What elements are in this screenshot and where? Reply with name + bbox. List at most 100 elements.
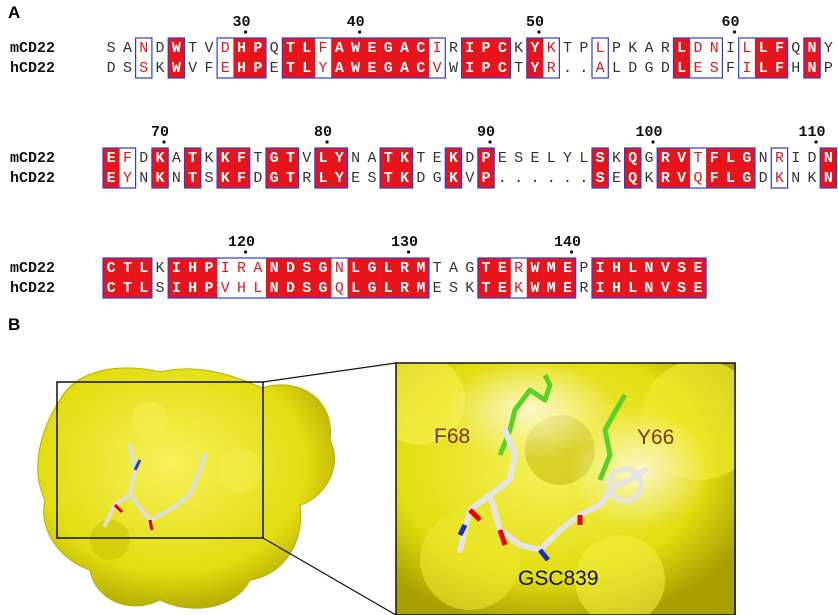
panel-label: B [8, 315, 20, 334]
position-dot [651, 140, 654, 143]
residue: H [188, 260, 197, 277]
residue: C [416, 40, 425, 57]
position-dot [733, 30, 736, 33]
residue: P [253, 60, 262, 77]
residue: W [172, 60, 181, 77]
position-number: 40 [347, 14, 365, 31]
residue: V [677, 170, 686, 187]
residue: . [547, 170, 556, 187]
residue: T [253, 150, 262, 167]
residue: K [645, 170, 654, 187]
residue: T [188, 40, 197, 57]
residue: L [384, 260, 393, 277]
residue: F [726, 60, 735, 77]
position-number: 90 [477, 124, 495, 141]
residue: E [367, 60, 376, 77]
position-dot [358, 30, 361, 33]
residue: R [661, 40, 670, 57]
position-number: 100 [636, 124, 663, 141]
residue: E [433, 150, 442, 167]
residue: . [530, 170, 539, 187]
residue: K [628, 40, 637, 57]
residue-label: F68 [434, 425, 470, 448]
residue: Q [791, 40, 800, 57]
residue: L [384, 280, 393, 297]
residue: D [416, 170, 425, 187]
residue: P [482, 170, 491, 187]
residue: I [433, 40, 442, 57]
residue: N [139, 40, 148, 57]
residue: L [759, 40, 768, 57]
residue: G [384, 40, 393, 57]
residue: S [710, 60, 719, 77]
residue: T [286, 40, 295, 57]
residue: . [514, 170, 523, 187]
residue: S [677, 260, 686, 277]
residue: G [384, 60, 393, 77]
residue: T [482, 260, 491, 277]
residue: N [645, 260, 654, 277]
residue: L [677, 40, 686, 57]
residue: A [367, 150, 376, 167]
sequence-name: mCD22 [10, 40, 55, 57]
residue: N [759, 150, 768, 167]
residue: E [107, 170, 116, 187]
residue: T [433, 260, 442, 277]
residue: A [400, 60, 409, 77]
residue: N [808, 40, 817, 57]
residue: F [204, 60, 213, 77]
residue: H [237, 60, 246, 77]
residue: S [107, 40, 116, 57]
residue: W [351, 40, 360, 57]
residue: R [579, 280, 588, 297]
residue: T [416, 150, 425, 167]
position-number: 60 [722, 14, 740, 31]
residue: N [270, 280, 279, 297]
residue: T [482, 280, 491, 297]
residue: H [188, 280, 197, 297]
residue: I [726, 40, 735, 57]
residue: A [449, 260, 458, 277]
residue: N [791, 170, 800, 187]
residue: Y [335, 150, 344, 167]
residue: T [693, 150, 702, 167]
residue: K [400, 150, 409, 167]
residue: R [400, 260, 409, 277]
residue: V [661, 280, 670, 297]
residue: I [742, 60, 751, 77]
residue: K [221, 150, 230, 167]
residue: K [808, 170, 817, 187]
residue: C [498, 60, 507, 77]
residue: D [808, 150, 817, 167]
protein-surface [38, 368, 335, 608]
residue: N [139, 170, 148, 187]
residue: F [775, 40, 784, 57]
residue: D [759, 170, 768, 187]
residue: P [482, 40, 491, 57]
residue: L [302, 40, 311, 57]
residue: Y [530, 60, 539, 77]
residue: T [123, 260, 132, 277]
residue: N [645, 280, 654, 297]
residue: K [400, 170, 409, 187]
residue: L [612, 60, 621, 77]
position-dot [244, 250, 247, 253]
sequence-name: mCD22 [10, 150, 55, 167]
sequence-name: hCD22 [10, 280, 55, 297]
residue: S [139, 60, 148, 77]
residue: L [726, 170, 735, 187]
residue: R [237, 260, 246, 277]
residue: L [253, 280, 262, 297]
position-number: 30 [233, 14, 251, 31]
residue: K [514, 40, 523, 57]
residue: N [710, 40, 719, 57]
residue: I [465, 60, 474, 77]
residue: . [579, 60, 588, 77]
residue: F [319, 40, 328, 57]
residue: H [237, 280, 246, 297]
residue: A [400, 40, 409, 57]
residue: L [628, 280, 637, 297]
residue: D [221, 40, 230, 57]
position-dot [488, 140, 491, 143]
residue: E [530, 150, 539, 167]
